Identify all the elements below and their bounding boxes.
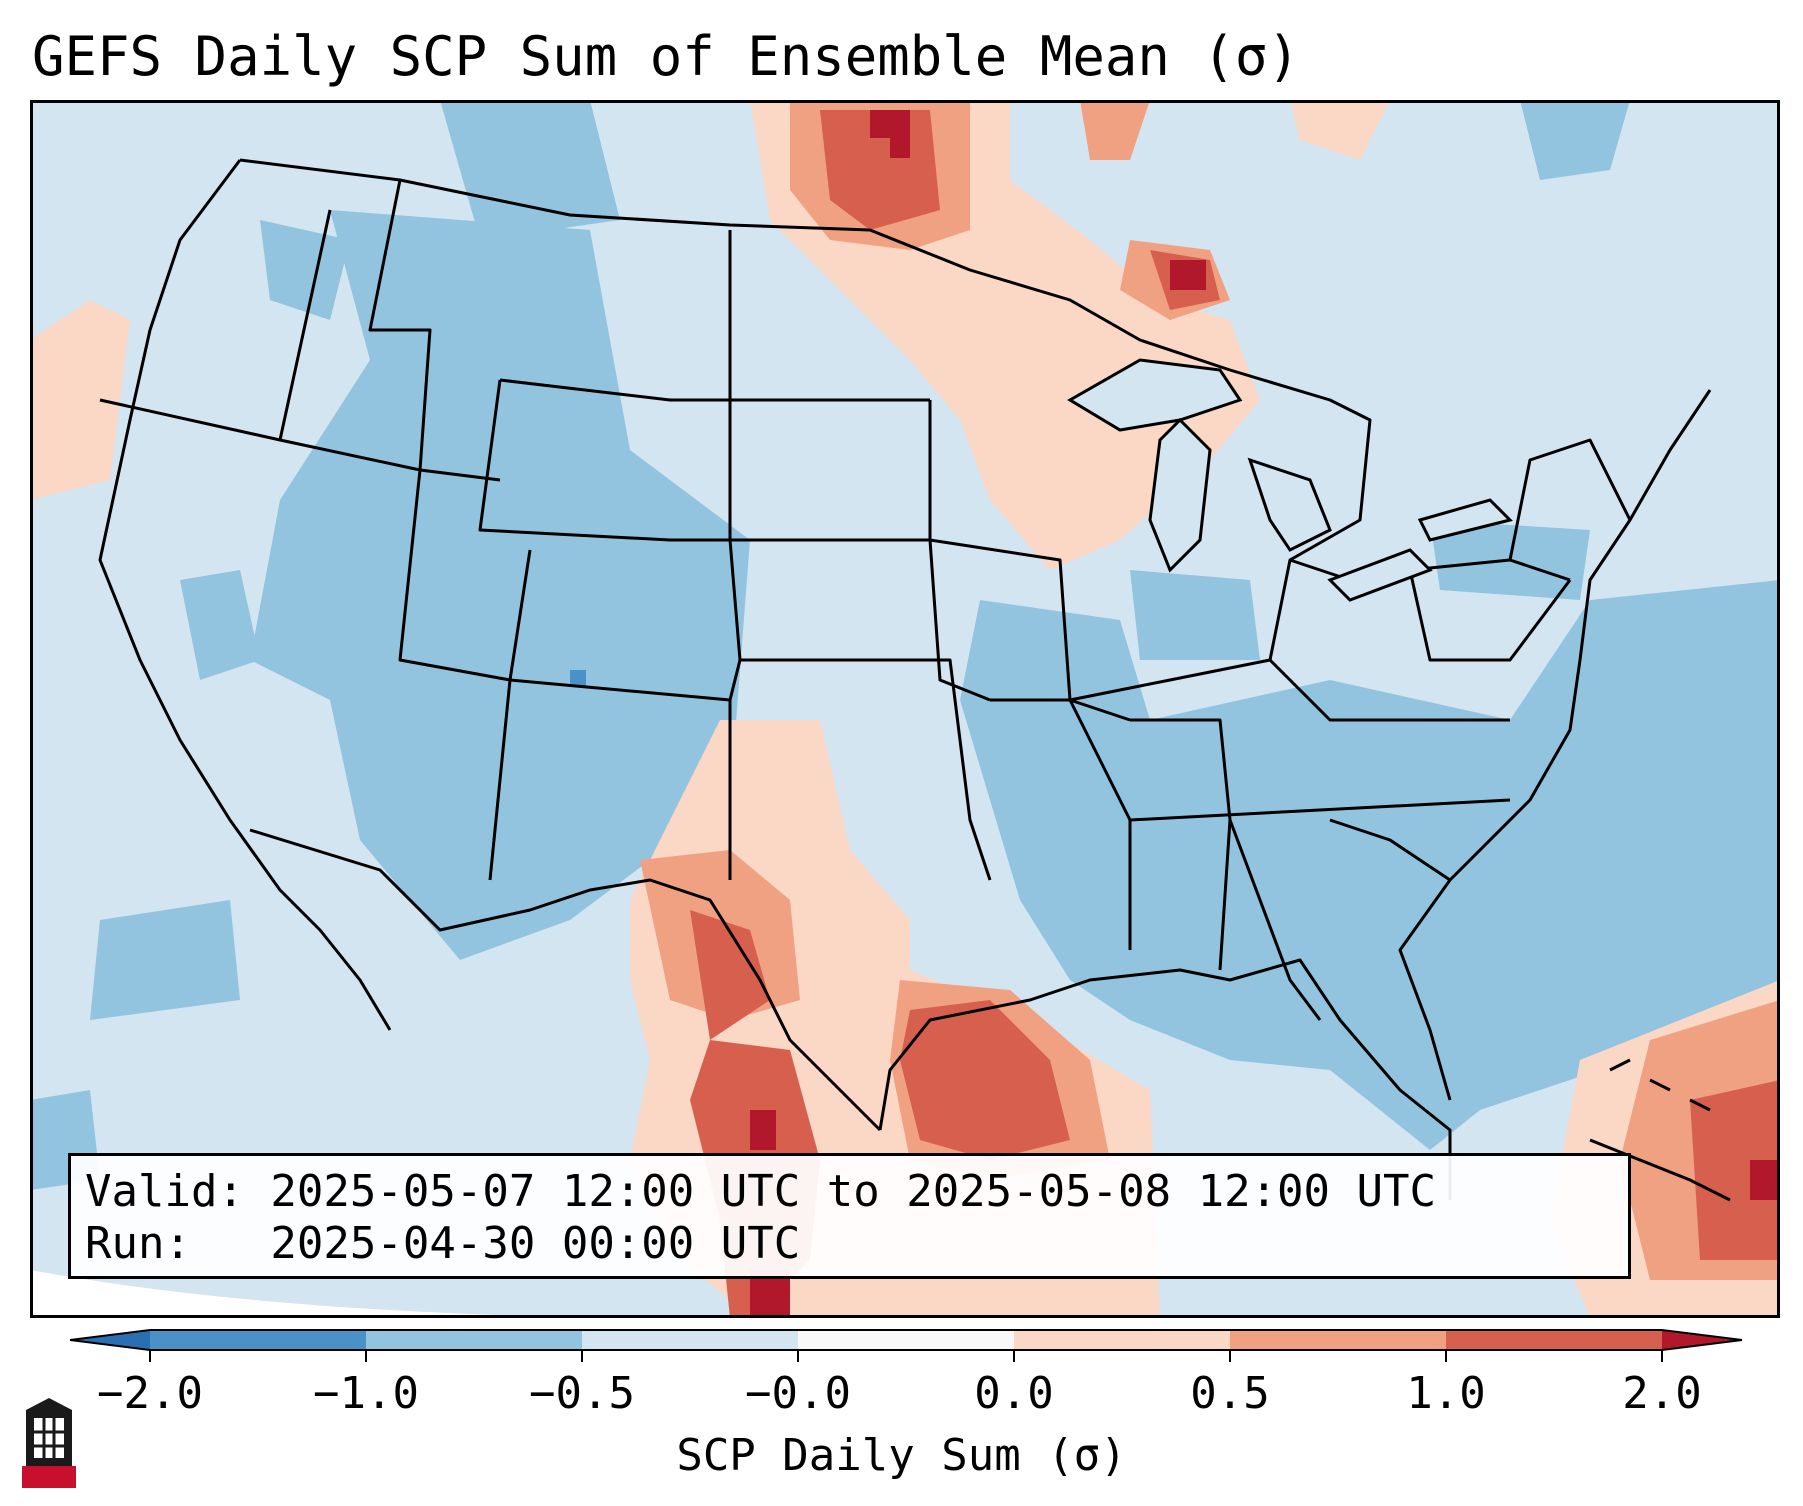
- colorbar-tick-label: −0.0: [745, 1368, 851, 1419]
- map-svg: [30, 100, 1780, 1318]
- colorbar-segment-0-05: [1014, 1330, 1230, 1350]
- colorbar-label: SCP Daily Sum (σ): [676, 1430, 1127, 1481]
- colorbar-segment-neg2-neg1: [150, 1330, 366, 1350]
- colorbar-segment-1-2: [1446, 1330, 1662, 1350]
- colorbar-tick-label: −1.0: [313, 1368, 419, 1419]
- chart-title: GEFS Daily SCP Sum of Ensemble Mean (σ): [32, 25, 1300, 88]
- colorbar-ticks: [149, 1350, 1663, 1362]
- field-neg-moderate: [30, 100, 1630, 1190]
- projection-corner-left: [30, 1270, 830, 1318]
- great-lakes: [1067, 358, 1513, 602]
- colorbar-segment-neg05-0: [582, 1330, 798, 1350]
- colorbar-segment-neg1-neg05: [366, 1330, 582, 1350]
- colorbar-tick-label: −2.0: [97, 1368, 203, 1419]
- colorbar-tick-label: 1.0: [1406, 1368, 1486, 1419]
- valid-run-info-box: Valid: 2025-05-07 12:00 UTC to 2025-05-0…: [68, 1153, 1631, 1279]
- colorbar-segment-05-1: [1230, 1330, 1446, 1350]
- colorbar-tick-label: 0.5: [1190, 1368, 1270, 1419]
- colorbar-extend-low: [70, 1330, 150, 1350]
- colorbar-extend-high: [1662, 1330, 1742, 1350]
- colorbar-tick-label: −0.5: [529, 1368, 635, 1419]
- field-neg-moderate-east: [960, 520, 1780, 1150]
- map-panel[interactable]: [30, 100, 1780, 1318]
- niu-logo: [22, 1398, 76, 1488]
- map-frame: [30, 100, 1780, 1318]
- colorbar: [70, 1329, 1743, 1362]
- colorbar-segment-zero: [798, 1330, 1014, 1350]
- boundaries: [98, 158, 1712, 1200]
- field-neg-strong: [570, 670, 586, 686]
- colorbar-tick-label: 2.0: [1622, 1368, 1702, 1419]
- colorbar-tick-label: 0.0: [974, 1368, 1054, 1419]
- caribbean-islands: [1589, 1058, 1731, 1202]
- run-time-text: Run: 2025-04-30 00:00 UTC: [85, 1218, 801, 1269]
- valid-time-text: Valid: 2025-05-07 12:00 UTC to 2025-05-0…: [85, 1166, 1437, 1217]
